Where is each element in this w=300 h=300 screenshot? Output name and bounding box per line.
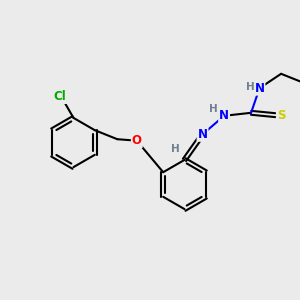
Text: O: O — [132, 134, 142, 147]
Text: N: N — [254, 82, 265, 95]
Text: H: H — [245, 82, 254, 92]
Text: Cl: Cl — [53, 90, 66, 103]
Text: S: S — [277, 109, 285, 122]
Text: H: H — [170, 144, 179, 154]
Text: N: N — [197, 128, 208, 141]
Text: H: H — [209, 104, 218, 114]
Text: N: N — [219, 109, 229, 122]
